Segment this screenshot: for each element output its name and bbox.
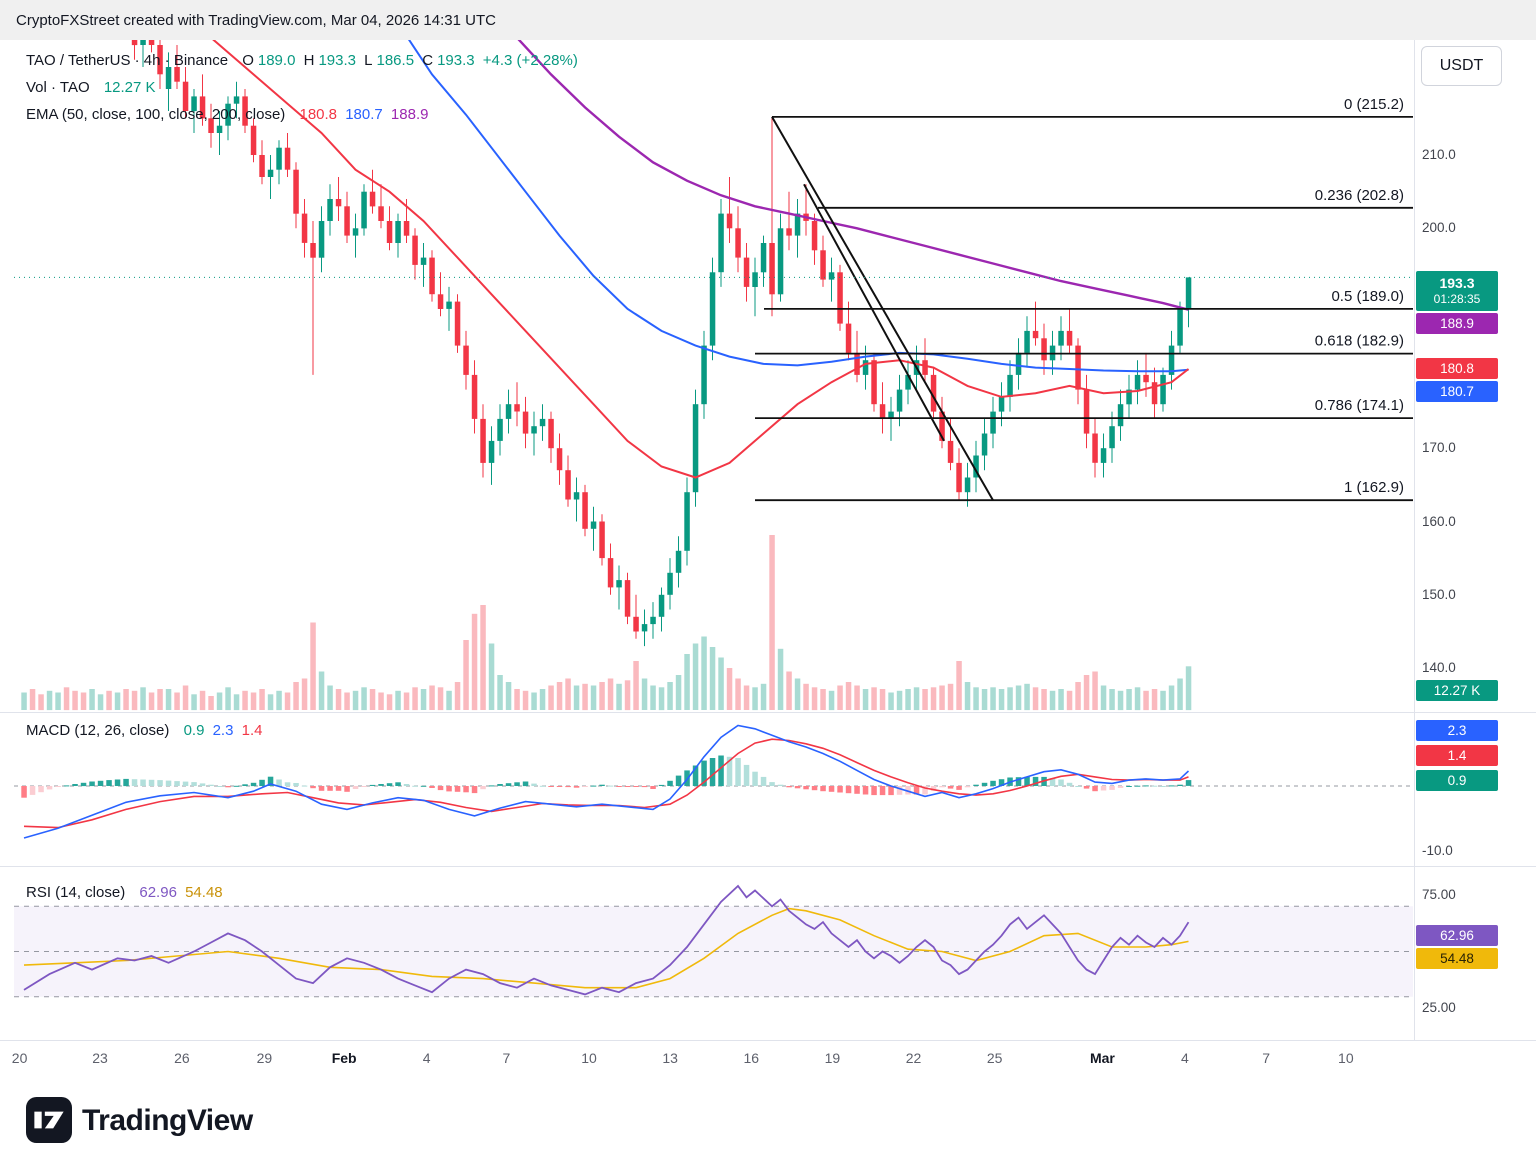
time-axis-label: 4 xyxy=(422,1050,431,1066)
time-axis-label: 29 xyxy=(256,1050,273,1066)
ema100-badge: 180.7 xyxy=(1416,381,1498,402)
time-axis-label: 4 xyxy=(1181,1050,1189,1066)
ema-legend-row[interactable]: EMA (50, close, 100, close, 200, close) … xyxy=(26,106,432,123)
macd-histogram xyxy=(21,755,1192,798)
rsi-label: RSI (14, close) xyxy=(26,884,126,901)
macd-line xyxy=(23,724,1190,839)
time-axis-label: 19 xyxy=(824,1050,841,1066)
ohlc-low-label: L xyxy=(364,52,373,69)
time-axis-label: 16 xyxy=(743,1050,760,1066)
fib-label: 0 (215.2) xyxy=(1344,96,1404,113)
rsi-value: 62.96 xyxy=(139,884,177,901)
currency-toggle-button[interactable]: USDT xyxy=(1421,46,1502,86)
time-axis-label: Mar xyxy=(1089,1050,1115,1066)
ema100-value: 180.7 xyxy=(345,106,383,123)
rsi-ma-value: 54.48 xyxy=(185,884,223,901)
tradingview-wordmark[interactable]: TradingView xyxy=(82,1104,253,1137)
rsi-badge: 62.96 xyxy=(1416,925,1498,946)
macd-signal-line xyxy=(23,738,1189,829)
rsi-axis-label: 25.00 xyxy=(1422,1000,1456,1015)
fib-label: 1 (162.9) xyxy=(1344,479,1404,496)
time-axis-label: 13 xyxy=(662,1050,678,1066)
time-axis-label: 22 xyxy=(905,1050,922,1066)
ohlc-close-value: 193.3 xyxy=(437,52,475,69)
ema50-value: 180.8 xyxy=(299,106,338,123)
rsi-line xyxy=(23,884,1190,996)
rsi-axis-label: 75.00 xyxy=(1422,887,1456,902)
macd-signal-value: 1.4 xyxy=(241,722,263,739)
price-axis-label: 140.0 xyxy=(1422,660,1456,676)
fib-retracement[interactable]: 0 (215.2) 0.236 (202.8) 0.5 (189.0) 0.618 (… xyxy=(755,96,1413,502)
time-axis-label: 20 xyxy=(11,1050,28,1066)
macd-hist-badge: 0.9 xyxy=(1416,770,1498,791)
volume-value: 12.27 K xyxy=(103,79,156,96)
price-axis-label: 210.0 xyxy=(1422,147,1456,162)
ohlc-open-label: O xyxy=(242,52,254,69)
volume-label: Vol · TAO xyxy=(26,79,90,96)
macd-signal-badge: 1.4 xyxy=(1416,745,1498,766)
time-axis-label: 10 xyxy=(1338,1050,1354,1066)
volume-badge: 12.27 K xyxy=(1416,680,1498,701)
ema-200-line[interactable] xyxy=(517,38,1189,311)
macd-line-value: 2.3 xyxy=(212,722,234,739)
ohlc-high-value: 193.3 xyxy=(318,52,356,69)
rsi-ma-badge: 54.48 xyxy=(1416,948,1498,969)
volume-legend-row[interactable]: Vol · TAO 12.27 K xyxy=(26,79,160,96)
ohlc-high-label: H xyxy=(303,52,315,69)
time-axis-label: 23 xyxy=(92,1050,108,1066)
last-price-badge: 193.3 01:28:35 xyxy=(1416,271,1498,311)
rsi-ma-line xyxy=(23,907,1189,989)
price-axis-label: 160.0 xyxy=(1422,513,1456,529)
macd-line-badge: 2.3 xyxy=(1416,720,1498,741)
time-axis-label: Feb xyxy=(331,1050,357,1066)
ema200-badge: 188.9 xyxy=(1416,313,1498,334)
price-axis-label: 200.0 xyxy=(1422,220,1456,236)
change-value: +4.3 (+2.28%) xyxy=(482,52,578,69)
ema-label: EMA (50, close, 100, close, 200, close) xyxy=(26,106,286,123)
time-axis-label: 10 xyxy=(581,1050,597,1066)
pane-separator-timeaxis xyxy=(0,1040,1536,1041)
ohlc-open-value: 189.0 xyxy=(257,52,296,69)
pane-separator-macd[interactable] xyxy=(0,712,1536,713)
ema50-badge: 180.8 xyxy=(1416,358,1498,379)
symbol-title: TAO / TetherUS · 4h · Binance xyxy=(26,52,229,69)
rsi-legend-row[interactable]: RSI (14, close) 62.96 54.48 xyxy=(26,884,227,901)
header-caption: CryptoFXStreet created with TradingView.… xyxy=(16,11,496,29)
ohlc-low-value: 186.5 xyxy=(376,52,415,69)
macd-legend-row[interactable]: MACD (12, 26, close) 0.9 2.3 1.4 xyxy=(26,722,266,739)
price-scale-separator xyxy=(1414,40,1415,1040)
last-price-value: 193.3 xyxy=(1439,275,1475,292)
macd-axis-label: -10.0 xyxy=(1422,843,1453,858)
time-axis-label: 7 xyxy=(1262,1050,1270,1066)
macd-label: MACD (12, 26, close) xyxy=(26,722,170,739)
macd-hist-value: 0.9 xyxy=(183,722,205,739)
volume-bars xyxy=(21,535,1192,711)
ema200-value: 188.9 xyxy=(390,106,429,123)
trendlines[interactable] xyxy=(771,116,994,501)
price-axis-label: 170.0 xyxy=(1422,440,1456,456)
tradingview-logo-icon[interactable] xyxy=(26,1097,72,1143)
ema-100-line[interactable] xyxy=(398,23,1189,373)
header-bar: CryptoFXStreet created with TradingView.… xyxy=(0,0,1536,40)
symbol-legend-row[interactable]: TAO / TetherUS · 4h · Binance O 189.0 H 19… xyxy=(26,52,582,69)
time-axis-label: 7 xyxy=(502,1050,511,1066)
fib-label: 0.618 (182.9) xyxy=(1315,333,1404,350)
time-axis-label: 26 xyxy=(174,1050,190,1066)
price-axis-label: 150.0 xyxy=(1422,586,1456,602)
time-axis[interactable] xyxy=(0,1040,1414,1078)
ema-50-line[interactable] xyxy=(109,0,1190,479)
candlesticks xyxy=(131,40,1192,647)
time-axis-label: 25 xyxy=(986,1050,1003,1066)
bar-countdown: 01:28:35 xyxy=(1433,292,1481,307)
ohlc-close-label: C xyxy=(422,52,434,69)
fib-label: 0.236 (202.8) xyxy=(1315,187,1404,204)
fib-label: 0.786 (174.1) xyxy=(1315,397,1404,414)
pane-separator-rsi[interactable] xyxy=(0,866,1536,867)
fib-label: 0.5 (189.0) xyxy=(1331,288,1404,305)
